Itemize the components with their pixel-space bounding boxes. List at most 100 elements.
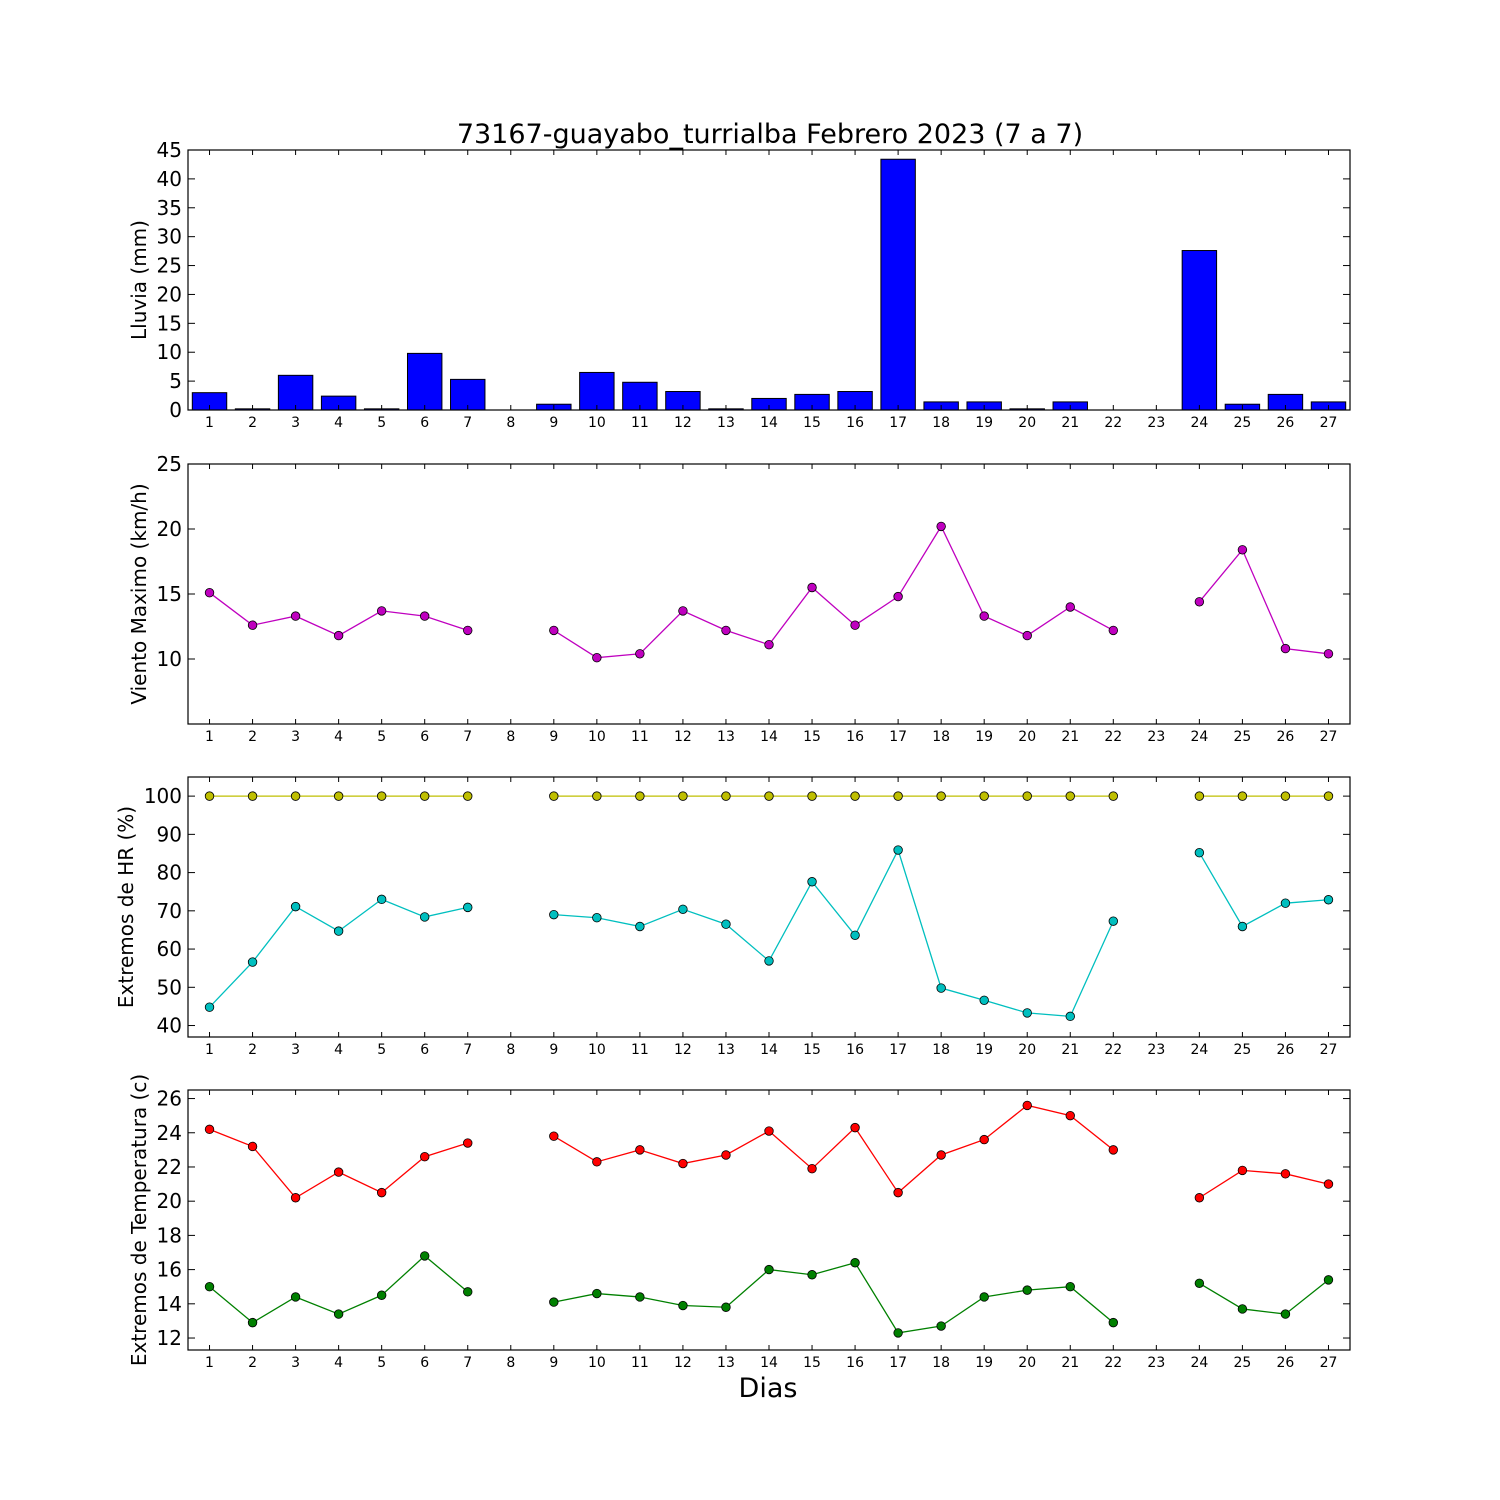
humidity-series-0-point xyxy=(420,791,430,801)
temperature-x-tick-label: 16 xyxy=(846,1355,864,1371)
humidity-x-tick-label: 18 xyxy=(932,1042,950,1058)
wind-axes-frame xyxy=(187,463,1351,725)
wind-series-0-point xyxy=(247,620,258,630)
wind-y-tick-label: 10 xyxy=(157,647,182,671)
humidity-series-1-point xyxy=(549,909,559,920)
humidity-x-tick-label: 2 xyxy=(248,1042,257,1058)
wind-y-axis-label: Viento Maximo (km/h) xyxy=(127,483,151,704)
wind-x-tick-label: 19 xyxy=(975,729,993,745)
humidity-y-tick-label: 70 xyxy=(157,899,182,923)
wind-x-tick-label: 16 xyxy=(846,729,864,745)
temperature-x-tick-label: 3 xyxy=(291,1355,300,1371)
rain-x-tick-label: 12 xyxy=(674,415,692,431)
chart-title: 73167-guayabo_turrialba Febrero 2023 (7 … xyxy=(457,119,1083,150)
wind-series-0-point xyxy=(1237,545,1248,555)
temperature-series-1-point xyxy=(936,1321,946,1331)
wind-series-0-point xyxy=(1280,643,1291,654)
humidity-series-1-point xyxy=(592,913,602,923)
temperature-panel: 1 2 3 4 5 6 7 8 9 10 11 12 13 14 15 16 17 18 19 20 21 22 23 24 2… xyxy=(127,1074,1351,1371)
temperature-series-1-point xyxy=(463,1287,473,1297)
temperature-series-0-point xyxy=(1065,1110,1075,1121)
humidity-panel: 1 2 3 4 5 6 7 8 9 10 11 12 13 14 15 16 17 18 19 20 21 22 23 24 2… xyxy=(114,776,1351,1058)
rain-x-tick-label: 24 xyxy=(1190,415,1208,431)
wind-x-tick-label: 14 xyxy=(760,729,778,745)
temperature-series-0-point xyxy=(290,1193,301,1203)
temperature-series-0-point xyxy=(204,1124,215,1135)
humidity-series-1-point xyxy=(1194,848,1205,858)
humidity-x-tick-label: 3 xyxy=(291,1042,300,1058)
humidity-series-0-point xyxy=(721,791,731,801)
temperature-series-1-point xyxy=(893,1328,903,1338)
rain-x-tick-label: 6 xyxy=(420,415,429,431)
temperature-series-1-point xyxy=(764,1264,774,1275)
x-axis-label: Dias xyxy=(739,1373,798,1404)
humidity-y-tick-label: 50 xyxy=(157,975,182,999)
rain-x-tick-label: 21 xyxy=(1061,415,1079,431)
wind-series-0-point xyxy=(549,625,559,636)
wind-x-tick-label: 10 xyxy=(588,729,606,745)
wind-series-0-line xyxy=(209,592,468,637)
humidity-y-axis-label: Extremos de HR (%) xyxy=(114,806,138,1008)
temperature-series-1-point xyxy=(678,1300,688,1311)
wind-series-0-point xyxy=(893,591,903,602)
humidity-x-tick-label: 25 xyxy=(1233,1042,1251,1058)
wind-x-tick-label: 25 xyxy=(1233,729,1251,745)
temperature-series-0-point xyxy=(1323,1179,1334,1189)
temperature-y-tick-label: 12 xyxy=(157,1326,182,1350)
humidity-series-1-point xyxy=(1065,1011,1075,1022)
temperature-series-0-line xyxy=(209,1128,468,1199)
rain-bar xyxy=(406,352,443,411)
humidity-x-tick-label: 16 xyxy=(846,1042,864,1058)
humidity-series-0-point xyxy=(290,791,301,801)
humidity-series-0-point xyxy=(979,791,989,801)
rain-x-tick-label: 18 xyxy=(932,415,950,431)
humidity-y-tick-label: 90 xyxy=(157,822,182,846)
temperature-x-tick-label: 18 xyxy=(932,1355,950,1371)
wind-x-tick-label: 17 xyxy=(889,729,907,745)
temperature-series-1-line xyxy=(553,1262,1114,1334)
rain-bar xyxy=(277,374,314,411)
humidity-series-0-point xyxy=(1194,791,1205,801)
temperature-x-tick-label: 24 xyxy=(1190,1355,1208,1371)
humidity-series-1-point xyxy=(893,845,903,855)
temperature-y-tick-label: 16 xyxy=(157,1258,182,1282)
humidity-series-1-point xyxy=(807,877,817,887)
temperature-x-tick-label: 12 xyxy=(674,1355,692,1371)
humidity-series-0-point xyxy=(807,791,817,801)
temperature-series-1-point xyxy=(635,1292,645,1302)
rain-y-tick-label: 45 xyxy=(157,138,182,162)
humidity-series-1-point xyxy=(979,995,989,1005)
rain-x-tick-label: 17 xyxy=(889,415,907,431)
humidity-x-tick-label: 7 xyxy=(463,1042,472,1058)
humidity-series-1-point xyxy=(1108,916,1119,926)
temperature-series-0-point xyxy=(333,1167,344,1177)
wind-x-tick-label: 2 xyxy=(248,729,257,745)
temperature-series-0-point xyxy=(1108,1145,1119,1155)
humidity-y-tick-label: 100 xyxy=(144,784,182,808)
humidity-x-tick-label: 9 xyxy=(549,1042,558,1058)
wind-x-tick-label: 7 xyxy=(463,729,472,745)
wind-x-tick-label: 8 xyxy=(506,729,515,745)
humidity-x-tick-label: 6 xyxy=(420,1042,429,1058)
wind-series-0-point xyxy=(376,606,387,616)
wind-x-tick-label: 21 xyxy=(1061,729,1079,745)
humidity-series-0-point xyxy=(1022,791,1032,801)
wind-series-0-point xyxy=(1022,630,1032,641)
temperature-series-0-point xyxy=(1022,1100,1032,1111)
wind-x-tick-label: 6 xyxy=(420,729,429,745)
humidity-series-1-point xyxy=(850,930,860,940)
wind-x-tick-label: 11 xyxy=(631,729,649,745)
temperature-series-0-point xyxy=(592,1157,602,1167)
wind-series-0-point xyxy=(333,630,344,641)
wind-series-0-point xyxy=(678,606,688,616)
rain-x-tick-label: 20 xyxy=(1018,415,1036,431)
temperature-series-1-point xyxy=(376,1290,387,1300)
rain-x-tick-label: 2 xyxy=(248,415,257,431)
temperature-x-tick-label: 20 xyxy=(1018,1355,1036,1371)
temperature-series-0-point xyxy=(463,1138,473,1148)
rain-x-tick-label: 27 xyxy=(1320,415,1338,431)
wind-x-tick-label: 5 xyxy=(377,729,386,745)
wind-series-0-point xyxy=(204,588,215,598)
humidity-x-tick-label: 23 xyxy=(1147,1042,1165,1058)
temperature-series-0-point xyxy=(376,1187,387,1198)
